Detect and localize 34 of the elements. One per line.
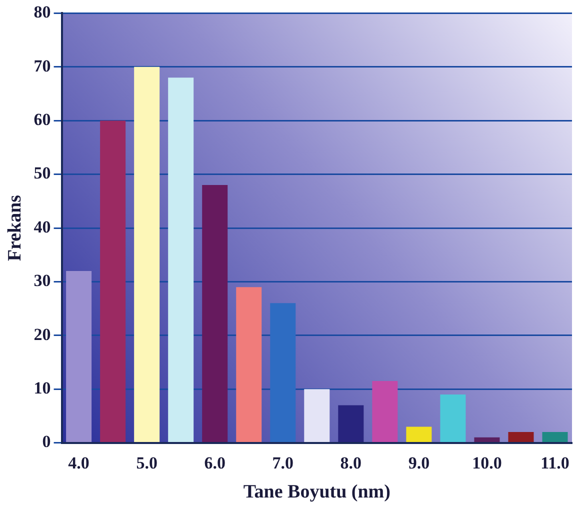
y-tick-label: 60 (34, 110, 51, 129)
y-tick-label: 70 (34, 56, 51, 76)
y-tick-label: 20 (34, 324, 51, 344)
x-tick-label: 7.0 (272, 453, 294, 472)
x-tick-label: 8.0 (340, 453, 362, 472)
bar (236, 287, 262, 442)
bar (372, 381, 398, 442)
bar (270, 303, 296, 442)
bar (100, 120, 126, 442)
x-tick-label: 10.0 (472, 453, 502, 472)
y-tick-label: 0 (42, 432, 51, 452)
y-axis-title: Frekans (4, 194, 26, 262)
x-axis-title: Tane Boyutu (nm) (243, 482, 390, 503)
y-tick-label: 50 (34, 164, 51, 183)
bar (304, 389, 330, 442)
x-tick-label: 4.0 (68, 453, 90, 472)
x-tick-label: 5.0 (136, 453, 158, 472)
bar (508, 432, 534, 442)
y-tick-label: 10 (34, 378, 51, 398)
bar (406, 426, 432, 442)
bar (202, 185, 228, 442)
x-tick-label: 6.0 (204, 453, 226, 472)
y-tick-label: 40 (34, 217, 51, 236)
bar (440, 394, 466, 442)
y-tick-label: 30 (34, 271, 51, 290)
x-tick-label: 11.0 (540, 453, 570, 472)
y-tick-label: 80 (34, 2, 51, 22)
bar (66, 270, 92, 442)
bar (542, 432, 568, 442)
bar (134, 66, 160, 442)
bar (338, 405, 364, 442)
bar (474, 437, 500, 442)
bar (168, 78, 194, 442)
x-tick-label: 9.0 (408, 453, 430, 472)
